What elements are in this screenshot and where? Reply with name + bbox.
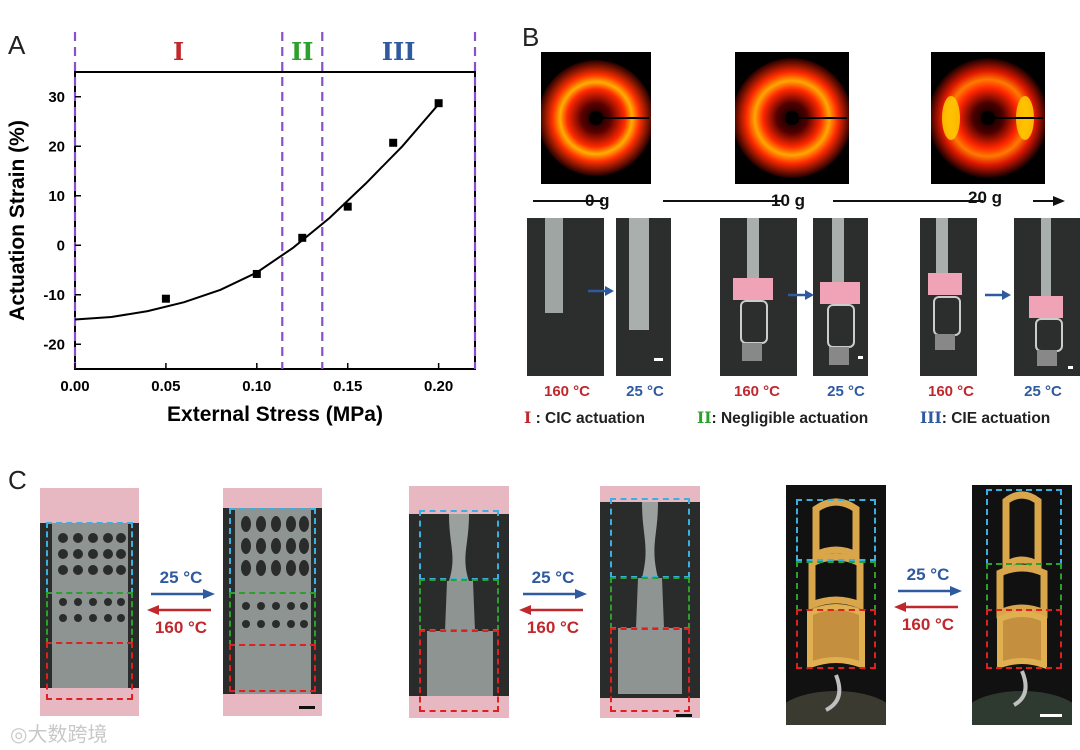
- blue-arrow-10g: [788, 290, 814, 300]
- load-arrow: [533, 196, 1065, 206]
- panel-label-b: B: [522, 22, 540, 52]
- photo-c2-hot: [409, 486, 509, 718]
- photo-c1-hot: [40, 488, 139, 716]
- data-point-2: [298, 233, 307, 242]
- region-label-2: II: [291, 37, 313, 66]
- data-point-3: [343, 202, 352, 211]
- region-label-3: III: [382, 37, 416, 66]
- data-point-4: [389, 138, 398, 147]
- data-point-5: [434, 99, 443, 108]
- arrow-group-c1: 25 °C 160 °C: [143, 568, 219, 638]
- x-tick-label: 0.15: [333, 378, 362, 395]
- photo-c3-hot: [786, 485, 886, 725]
- temp-cold-20g: 25 °C: [1024, 383, 1062, 400]
- temp-cold-0g: 25 °C: [626, 383, 664, 400]
- xray-pattern-0g: [541, 52, 651, 184]
- arrow-c2-forward-label: 25 °C: [531, 568, 575, 587]
- photo-20g-160c: [920, 218, 977, 376]
- photo-c1-cold: [223, 488, 322, 716]
- arrow-c3-backward-label: 160 °C: [901, 615, 955, 634]
- x-axis-label: External Stress (MPa): [167, 403, 383, 426]
- temp-cold-10g: 25 °C: [827, 383, 865, 400]
- watermark-logo-icon: ◎: [10, 722, 28, 746]
- arrow-c2-backward-label: 160 °C: [526, 618, 580, 637]
- y-tick-label: 20: [48, 138, 65, 155]
- photo-10g-25c: [813, 218, 868, 376]
- photo-c2-cold: [600, 486, 700, 718]
- load-label-0g: 0 g: [585, 191, 610, 210]
- legend-cic: I : CIC actuation: [524, 408, 645, 428]
- watermark: ◎大数跨境: [10, 718, 107, 747]
- panel-label-c: C: [8, 465, 27, 495]
- arrow-c1-forward-label: 25 °C: [159, 568, 203, 587]
- fit-curve: [74, 103, 440, 321]
- legend-roman-iii: III: [920, 408, 942, 427]
- temp-hot-20g: 160 °C: [927, 383, 975, 400]
- legend-text-cic: : CIC actuation: [531, 410, 645, 427]
- temp-hot-0g: 160 °C: [543, 383, 591, 400]
- xray-pattern-10g: [735, 52, 849, 184]
- temp-hot-10g: 160 °C: [733, 383, 781, 400]
- y-axis-label: Actuation Strain (%): [6, 120, 29, 321]
- x-tick-label: 0.05: [151, 378, 180, 395]
- x-tick-label: 0.10: [242, 378, 271, 395]
- legend-roman-ii: II: [697, 408, 712, 427]
- region-label-1: I: [173, 37, 184, 66]
- y-tick-label: 30: [48, 89, 65, 106]
- x-tick-label: 0.20: [424, 378, 453, 395]
- panel-label-a: A: [8, 30, 26, 60]
- photo-c3-cold: [972, 485, 1072, 725]
- photo-10g-160c: [720, 218, 797, 376]
- legend-roman-i: I: [524, 408, 532, 427]
- photo-0g-25c: [616, 218, 671, 376]
- photo-0g-160c: [527, 218, 604, 376]
- y-tick-label: -20: [43, 336, 65, 353]
- legend-cie: III: CIE actuation: [920, 408, 1050, 428]
- arrow-c3-forward-label: 25 °C: [906, 565, 950, 584]
- data-point-1: [252, 269, 261, 278]
- y-tick-label: 10: [48, 188, 65, 205]
- blue-arrow-20g: [985, 290, 1011, 300]
- arrow-group-c2: 25 °C 160 °C: [515, 568, 591, 638]
- photo-20g-25c: [1014, 218, 1080, 376]
- arrow-group-c3: 25 °C 160 °C: [890, 565, 966, 635]
- load-label-10g: 10 g: [771, 191, 806, 210]
- legend-text-negligible: : Negligible actuation: [711, 410, 869, 427]
- blue-arrow-0g: [588, 286, 614, 296]
- legend-text-cie: : CIE actuation: [941, 410, 1051, 427]
- x-tick-label: 0.00: [60, 378, 89, 395]
- xray-pattern-20g: [931, 52, 1045, 184]
- arrow-c1-backward-label: 160 °C: [154, 618, 208, 637]
- y-tick-label: 0: [57, 237, 65, 254]
- watermark-text: 大数跨境: [27, 722, 108, 746]
- data-point-0: [161, 294, 170, 303]
- plot-frame: [74, 71, 476, 370]
- load-label-20g: 20 g: [968, 188, 1003, 207]
- y-tick-label: -10: [43, 287, 65, 304]
- legend-negligible: II: Negligible actuation: [697, 408, 868, 428]
